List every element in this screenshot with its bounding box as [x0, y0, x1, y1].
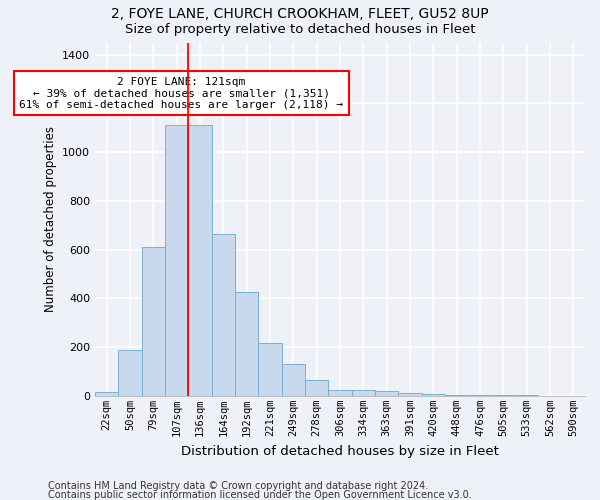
Y-axis label: Number of detached properties: Number of detached properties: [44, 126, 56, 312]
Bar: [259, 344, 282, 396]
Bar: [305, 380, 328, 396]
Bar: [282, 364, 305, 396]
Bar: [328, 390, 352, 396]
Bar: [235, 292, 259, 396]
Bar: [142, 247, 165, 396]
Bar: [188, 126, 212, 396]
Bar: [352, 390, 375, 396]
Bar: [212, 234, 235, 396]
Bar: [118, 350, 142, 396]
Text: 2, FOYE LANE, CHURCH CROOKHAM, FLEET, GU52 8UP: 2, FOYE LANE, CHURCH CROOKHAM, FLEET, GU…: [111, 8, 489, 22]
Text: Contains public sector information licensed under the Open Government Licence v3: Contains public sector information licen…: [48, 490, 472, 500]
Text: Size of property relative to detached houses in Fleet: Size of property relative to detached ho…: [125, 22, 475, 36]
Bar: [398, 394, 422, 396]
Bar: [165, 126, 188, 396]
Text: 2 FOYE LANE: 121sqm
← 39% of detached houses are smaller (1,351)
61% of semi-det: 2 FOYE LANE: 121sqm ← 39% of detached ho…: [19, 76, 343, 110]
X-axis label: Distribution of detached houses by size in Fleet: Distribution of detached houses by size …: [181, 444, 499, 458]
Bar: [375, 391, 398, 396]
Bar: [422, 394, 445, 396]
Bar: [445, 394, 469, 396]
Bar: [95, 392, 118, 396]
Text: Contains HM Land Registry data © Crown copyright and database right 2024.: Contains HM Land Registry data © Crown c…: [48, 481, 428, 491]
Bar: [469, 395, 491, 396]
